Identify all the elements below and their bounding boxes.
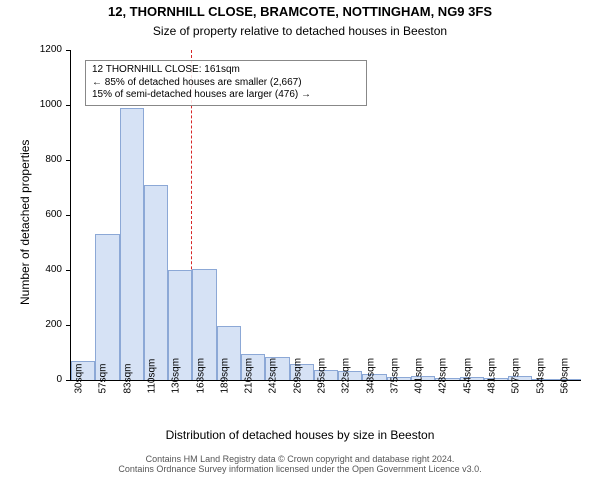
chart-container: { "chart": { "type": "histogram", "title… [0, 0, 600, 500]
y-tick [66, 215, 71, 216]
histogram-bar [120, 108, 144, 380]
y-tick [66, 380, 71, 381]
y-tick-label: 1000 [22, 99, 62, 110]
y-tick-label: 1200 [22, 44, 62, 55]
y-tick-label: 800 [22, 154, 62, 165]
annotation-line-3: 15% of semi-detached houses are larger (… [92, 89, 360, 102]
y-tick [66, 325, 71, 326]
chart-subtitle: Size of property relative to detached ho… [0, 24, 600, 38]
annotation-line-1: 12 THORNHILL CLOSE: 161sqm [92, 64, 360, 77]
y-tick [66, 160, 71, 161]
footer-line-2: Contains Ordnance Survey information lic… [0, 464, 600, 474]
footer-line-1: Contains HM Land Registry data © Crown c… [0, 454, 600, 464]
histogram-bar [144, 185, 168, 380]
annotation-box: 12 THORNHILL CLOSE: 161sqm ← 85% of deta… [85, 60, 367, 106]
y-tick-label: 200 [22, 319, 62, 330]
y-tick-label: 600 [22, 209, 62, 220]
y-tick-label: 0 [22, 374, 62, 385]
x-axis-label: Distribution of detached houses by size … [0, 428, 600, 442]
histogram-bar [95, 234, 119, 380]
chart-footer: Contains HM Land Registry data © Crown c… [0, 454, 600, 474]
y-tick [66, 50, 71, 51]
y-tick-label: 400 [22, 264, 62, 275]
y-tick [66, 270, 71, 271]
annotation-line-2: ← 85% of detached houses are smaller (2,… [92, 77, 360, 90]
chart-title: 12, THORNHILL CLOSE, BRAMCOTE, NOTTINGHA… [0, 4, 600, 19]
y-tick [66, 105, 71, 106]
